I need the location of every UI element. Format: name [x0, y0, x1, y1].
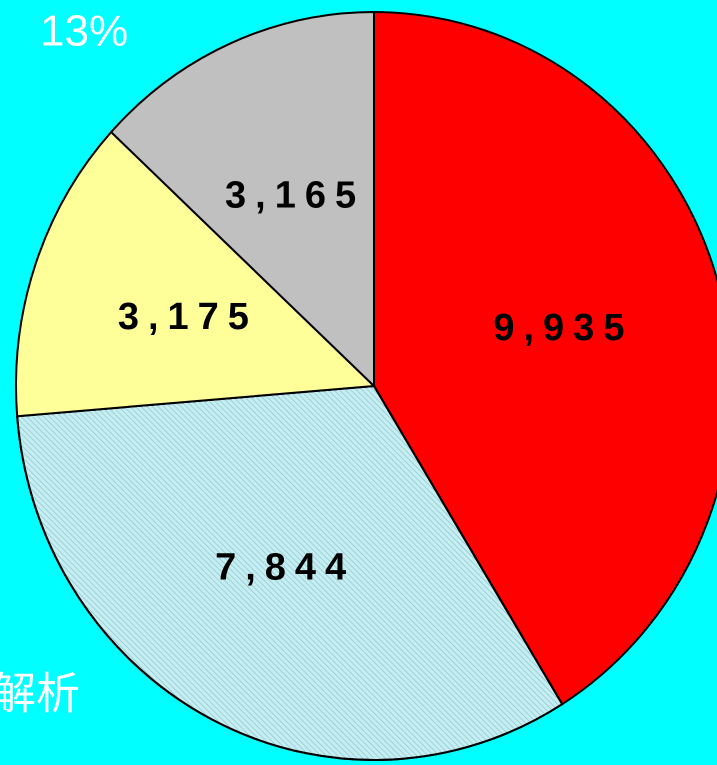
data-label: 9,935 [493, 307, 633, 349]
data-label: 3,175 [118, 296, 258, 338]
annotation: 13% [40, 7, 128, 56]
slice-hatch [16, 384, 564, 761]
data-label: 3,165 [225, 175, 365, 217]
slice [109, 10, 375, 389]
slice [15, 130, 377, 418]
annotation: 解析 [0, 670, 80, 719]
slice [373, 10, 717, 706]
data-label: 7,844 [215, 547, 355, 589]
pie: 9,935 7,844 3,175 3,165 [15, 10, 717, 761]
